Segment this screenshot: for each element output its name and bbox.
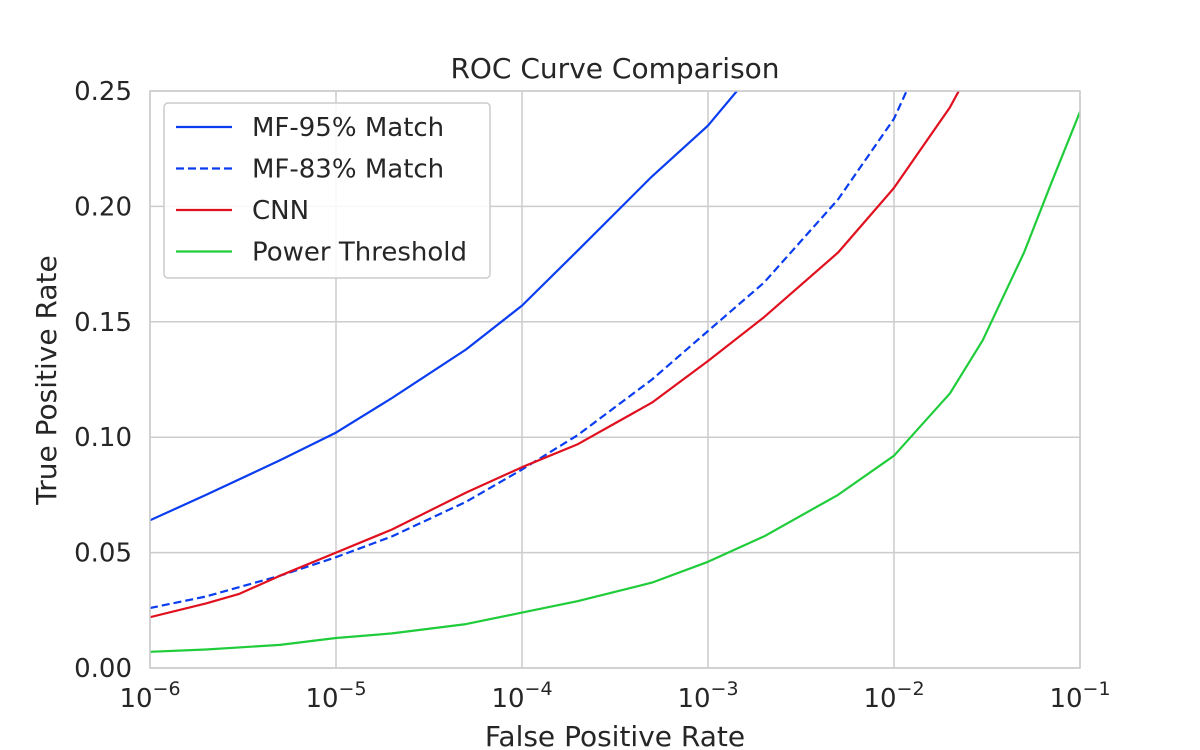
y-tick-labels: 0.00 0.05 0.10 0.15 0.20 0.25 <box>74 77 132 684</box>
y-tick-label: 0.20 <box>74 192 132 222</box>
y-tick-label: 0.25 <box>74 77 132 107</box>
y-tick-label: 0.00 <box>74 654 132 684</box>
series-line-2 <box>150 91 961 619</box>
x-tick-base: 10 <box>863 684 896 714</box>
x-tick-labels: 10−6 10−5 10−4 10−3 10−2 10−1 <box>119 678 1110 714</box>
x-tick-exponent: −5 <box>339 678 367 700</box>
y-tick-label: 0.15 <box>74 308 132 338</box>
x-tick-base: 10 <box>677 684 710 714</box>
legend: MF-95% Match MF-83% Match CNN Power Thresho… <box>163 102 491 279</box>
x-tick-exponent: −2 <box>897 678 925 700</box>
x-tick-label: 10−5 <box>305 678 366 714</box>
series-lines <box>150 91 1080 653</box>
x-tick-label: 10−6 <box>119 678 180 714</box>
x-tick-base: 10 <box>305 684 338 714</box>
chart-title: ROC Curve Comparison <box>450 52 779 85</box>
legend-box <box>163 102 491 279</box>
y-tick-label: 0.10 <box>74 423 132 453</box>
x-tick-label: 10−2 <box>863 678 924 714</box>
y-tick-label: 0.05 <box>74 539 132 569</box>
x-tick-base: 10 <box>119 684 152 714</box>
x-tick-exponent: −4 <box>525 678 553 700</box>
x-tick-base: 10 <box>491 684 524 714</box>
x-tick-label: 10−1 <box>1049 678 1110 714</box>
series-line-0 <box>150 91 739 522</box>
legend-label: CNN <box>252 196 309 226</box>
legend-label: MF-95% Match <box>252 113 444 143</box>
series-line-3 <box>150 111 1080 653</box>
series-line-1 <box>150 91 908 610</box>
legend-label: Power Threshold <box>252 238 467 268</box>
plot-frame <box>149 90 1081 669</box>
x-tick-base: 10 <box>1049 684 1082 714</box>
x-axis-label: False Positive Rate <box>485 720 745 750</box>
x-tick-exponent: −1 <box>1083 678 1111 700</box>
x-tick-exponent: −6 <box>153 678 181 700</box>
y-axis-label: True Positive Rate <box>30 255 63 505</box>
legend-label: MF-83% Match <box>252 155 444 185</box>
x-tick-label: 10−3 <box>677 678 738 714</box>
x-tick-label: 10−4 <box>491 678 552 714</box>
x-tick-exponent: −3 <box>711 678 739 700</box>
